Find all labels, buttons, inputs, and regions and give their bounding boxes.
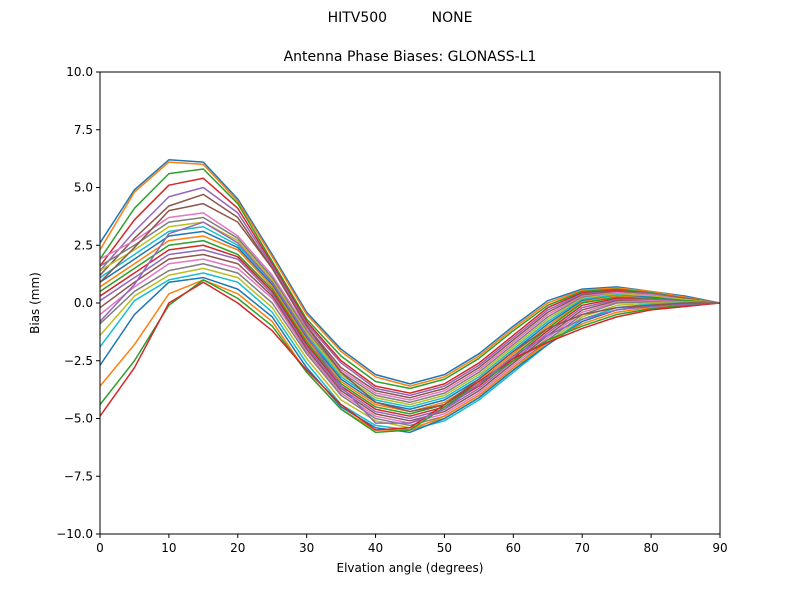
series-line-s11 xyxy=(100,230,720,411)
series-line-s12 xyxy=(100,235,720,413)
series-line-s3 xyxy=(100,168,720,390)
x-tick-label: 20 xyxy=(230,541,245,555)
series-line-s1 xyxy=(100,159,720,385)
y-tick-label: 10.0 xyxy=(66,65,93,79)
y-tick-label: −10.0 xyxy=(56,527,93,541)
series-layer xyxy=(100,159,720,434)
suptitle-receiver: HITV500 xyxy=(327,10,388,26)
ticks-layer: 0 10 20 30 40 50 60 70 80 90 10.0 7.5 5.0 2.5 0.0 −2.5 −… xyxy=(56,65,727,555)
y-tick-label: −2.5 xyxy=(64,354,93,368)
series-line-s16 xyxy=(100,253,720,422)
x-tick-label: 90 xyxy=(712,541,727,555)
series-line-s2 xyxy=(100,161,720,387)
x-tick-label: 30 xyxy=(299,541,314,555)
x-tick-label: 60 xyxy=(506,541,521,555)
figure-suptitle: HITV500 NONE xyxy=(0,10,800,26)
y-axis-label: Bias (mm) xyxy=(28,272,42,334)
x-tick-label: 10 xyxy=(161,541,176,555)
y-tick-label: −5.0 xyxy=(64,412,93,426)
chart-title: Antenna Phase Biases: GLONASS-L1 xyxy=(283,49,537,65)
series-line-s23 xyxy=(100,279,720,434)
series-line-s8 xyxy=(100,216,720,404)
y-tick-label: −7.5 xyxy=(64,469,93,483)
x-tick-label: 70 xyxy=(575,541,590,555)
x-tick-label: 0 xyxy=(96,541,104,555)
series-line-s6 xyxy=(100,193,720,399)
series-line-s10 xyxy=(100,226,720,408)
series-line-s25 xyxy=(100,221,720,424)
y-tick-label: 2.5 xyxy=(74,238,93,252)
y-tick-label: 5.0 xyxy=(74,181,93,195)
y-tick-label: 0.0 xyxy=(74,296,93,310)
x-tick-label: 80 xyxy=(643,541,658,555)
x-tick-label: 50 xyxy=(437,541,452,555)
series-line-s14 xyxy=(100,244,720,417)
series-line-s26 xyxy=(100,202,720,413)
series-line-s13 xyxy=(100,239,720,415)
suptitle-radome: NONE xyxy=(431,10,473,26)
y-tick-label: 7.5 xyxy=(74,123,93,137)
x-tick-label: 40 xyxy=(368,541,383,555)
series-line-s7 xyxy=(100,212,720,401)
x-axis-label: Elvation angle (degrees) xyxy=(336,561,484,575)
series-line-s4 xyxy=(100,177,720,394)
series-line-s24 xyxy=(100,281,720,431)
series-line-s15 xyxy=(100,249,720,420)
series-line-s18 xyxy=(100,262,720,427)
